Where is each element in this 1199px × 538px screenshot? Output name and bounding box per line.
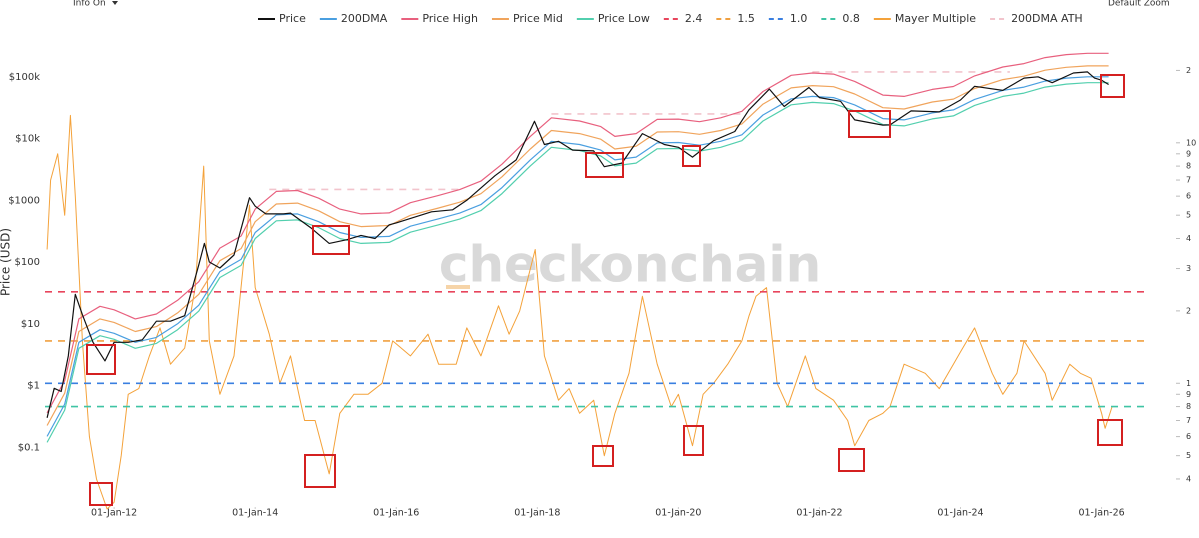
- highlight-box: [89, 482, 113, 506]
- y2-tick-label: 8: [1186, 162, 1191, 171]
- y2-tick-label: 5: [1186, 211, 1191, 220]
- highlight-box: [682, 145, 701, 167]
- y-tick-label: $100k: [9, 72, 40, 83]
- legend-label: 200DMA ATH: [1011, 12, 1083, 25]
- y-tick-label: $100: [15, 257, 40, 268]
- series-line: [46, 52, 1109, 414]
- y2-tick-label: 3: [1186, 264, 1191, 273]
- x-tick-label: 01-Jan-14: [232, 508, 278, 519]
- highlight-boxes: [86, 74, 1125, 506]
- highlight-box: [1097, 419, 1123, 446]
- y2-tick-label: 2: [1186, 66, 1191, 75]
- y2-tick-label: 9: [1186, 390, 1191, 399]
- highlight-box: [683, 425, 704, 456]
- legend-label: Price Mid: [513, 12, 563, 25]
- zoom-select[interactable]: Default Zoom: [1108, 0, 1170, 9]
- y2-tick-label: 7: [1186, 416, 1191, 425]
- x-tick-label: 01-Jan-26: [1078, 508, 1124, 519]
- y2-tick-label: 5: [1186, 451, 1191, 460]
- legend: Price 200DMA Price High Price Mid Price Low 2…: [258, 12, 1083, 25]
- info-toggle[interactable]: Info On: [73, 0, 106, 9]
- series-line: [46, 65, 1109, 426]
- y2-tick-label: 4: [1186, 474, 1191, 483]
- legend-label: Price: [279, 12, 306, 25]
- highlight-box: [312, 225, 350, 255]
- x-tick-label: 01-Jan-16: [373, 508, 419, 519]
- y-tick-label: $1: [27, 381, 40, 392]
- highlight-box: [838, 448, 865, 472]
- highlight-box: [304, 454, 336, 488]
- y-tick-label: $10k: [15, 134, 40, 145]
- y2-tick-label: 9: [1186, 149, 1191, 158]
- y2-tick-label: 2: [1186, 306, 1191, 315]
- watermark-mark: [446, 285, 470, 289]
- legend-label: Price Low: [598, 12, 650, 25]
- dropdown-arrow[interactable]: [112, 1, 118, 5]
- y2-tick-label: 6: [1186, 192, 1191, 201]
- y-tick-label: $10: [21, 319, 40, 330]
- x-tick-label: 01-Jan-12: [91, 508, 137, 519]
- legend-label: Mayer Multiple: [895, 12, 976, 25]
- y-tick-label: $0.1: [18, 442, 40, 453]
- highlight-box: [585, 152, 624, 178]
- y2-tick-label: 4: [1186, 234, 1191, 243]
- y2-tick-label: 1: [1186, 379, 1191, 388]
- x-tick-label: 01-Jan-22: [796, 508, 842, 519]
- legend-label: 200DMA: [341, 12, 388, 25]
- y2-tick-label: 10: [1186, 138, 1196, 147]
- legend-label: 2.4: [685, 12, 703, 25]
- y-tick-label: $1000: [8, 195, 40, 206]
- y2-tick-label: 8: [1186, 402, 1191, 411]
- highlight-box: [86, 344, 116, 375]
- y2-tick-label: 6: [1186, 432, 1191, 441]
- x-tick-label: 01-Jan-24: [937, 508, 983, 519]
- plot-area: $0.1 $1 $10 $100 $1000 $10k $100k 4 5 6 7 8 9 1 2 3 4 5 6 7…: [8, 52, 1196, 519]
- legend-label: 0.8: [842, 12, 860, 25]
- series-line: [46, 114, 1113, 510]
- highlight-box: [592, 445, 614, 467]
- highlight-box: [848, 110, 891, 138]
- legend-label: Price High: [422, 12, 478, 25]
- legend-label: 1.0: [790, 12, 808, 25]
- x-tick-label: 01-Jan-18: [514, 508, 560, 519]
- x-tick-label: 01-Jan-20: [655, 508, 701, 519]
- legend-label: 1.5: [737, 12, 755, 25]
- series-line: [46, 71, 1109, 418]
- series-line: [46, 82, 1109, 443]
- series-line: [269, 71, 1010, 191]
- highlight-box: [1100, 74, 1125, 98]
- y-axis-title: Price (USD): [0, 228, 13, 296]
- y2-tick-label: 7: [1186, 176, 1191, 185]
- series-line: [46, 76, 1109, 437]
- watermark: checkonchain: [439, 236, 821, 294]
